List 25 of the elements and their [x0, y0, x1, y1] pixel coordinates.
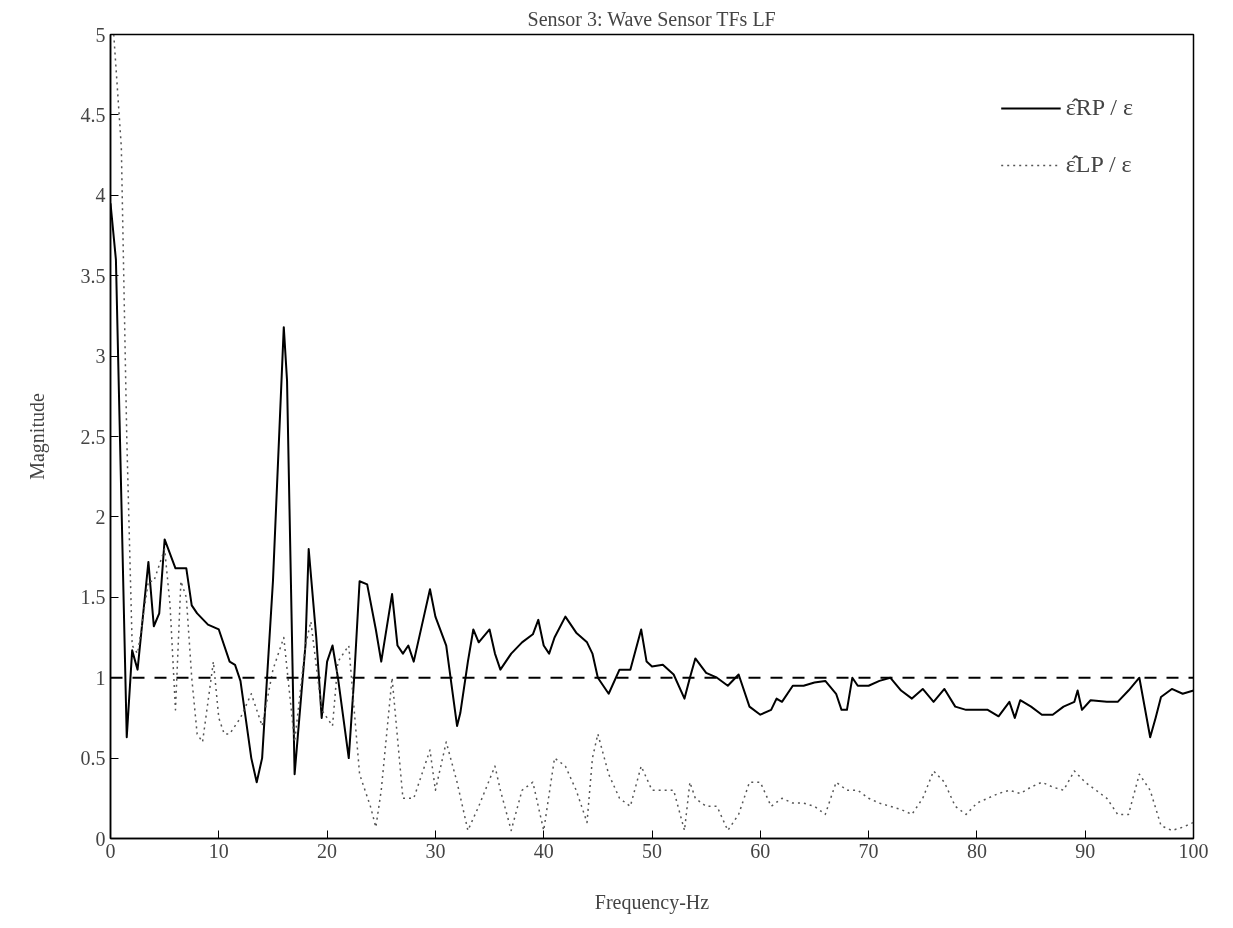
y-tick-label: 3 — [95, 345, 106, 368]
x-axis-title: Frequency-Hz — [594, 890, 710, 914]
y-tick-label: 4.5 — [80, 103, 106, 126]
y-tick-label: 1.5 — [80, 586, 106, 609]
legend-label: ε̂RP / ε — [1065, 94, 1133, 121]
x-tick-label: 80 — [966, 839, 987, 862]
y-axis-title: Magnitude — [25, 393, 49, 480]
y-tick-label: 2.5 — [80, 425, 106, 448]
x-tick-label: 10 — [208, 839, 229, 862]
y-tick-label: 3.5 — [80, 264, 106, 287]
y-tick-label: 0.5 — [80, 747, 106, 770]
y-tick-label: 4 — [95, 184, 106, 207]
x-tick-label: 40 — [533, 839, 554, 862]
chart-title: Sensor 3: Wave Sensor TFs LF — [527, 7, 776, 30]
legend-label: ε̂LP / ε — [1065, 151, 1132, 178]
x-tick-label: 90 — [1075, 839, 1096, 862]
x-tick-label: 60 — [750, 839, 771, 862]
y-tick-label: 5 — [95, 23, 106, 46]
x-tick-label: 30 — [425, 839, 446, 862]
x-tick-label: 20 — [317, 839, 338, 862]
x-tick-label: 70 — [858, 839, 879, 862]
y-tick-label: 2 — [95, 505, 106, 528]
y-tick-label: 1 — [95, 666, 106, 689]
x-tick-label: 100 — [1178, 839, 1209, 862]
x-tick-label: 50 — [642, 839, 662, 862]
